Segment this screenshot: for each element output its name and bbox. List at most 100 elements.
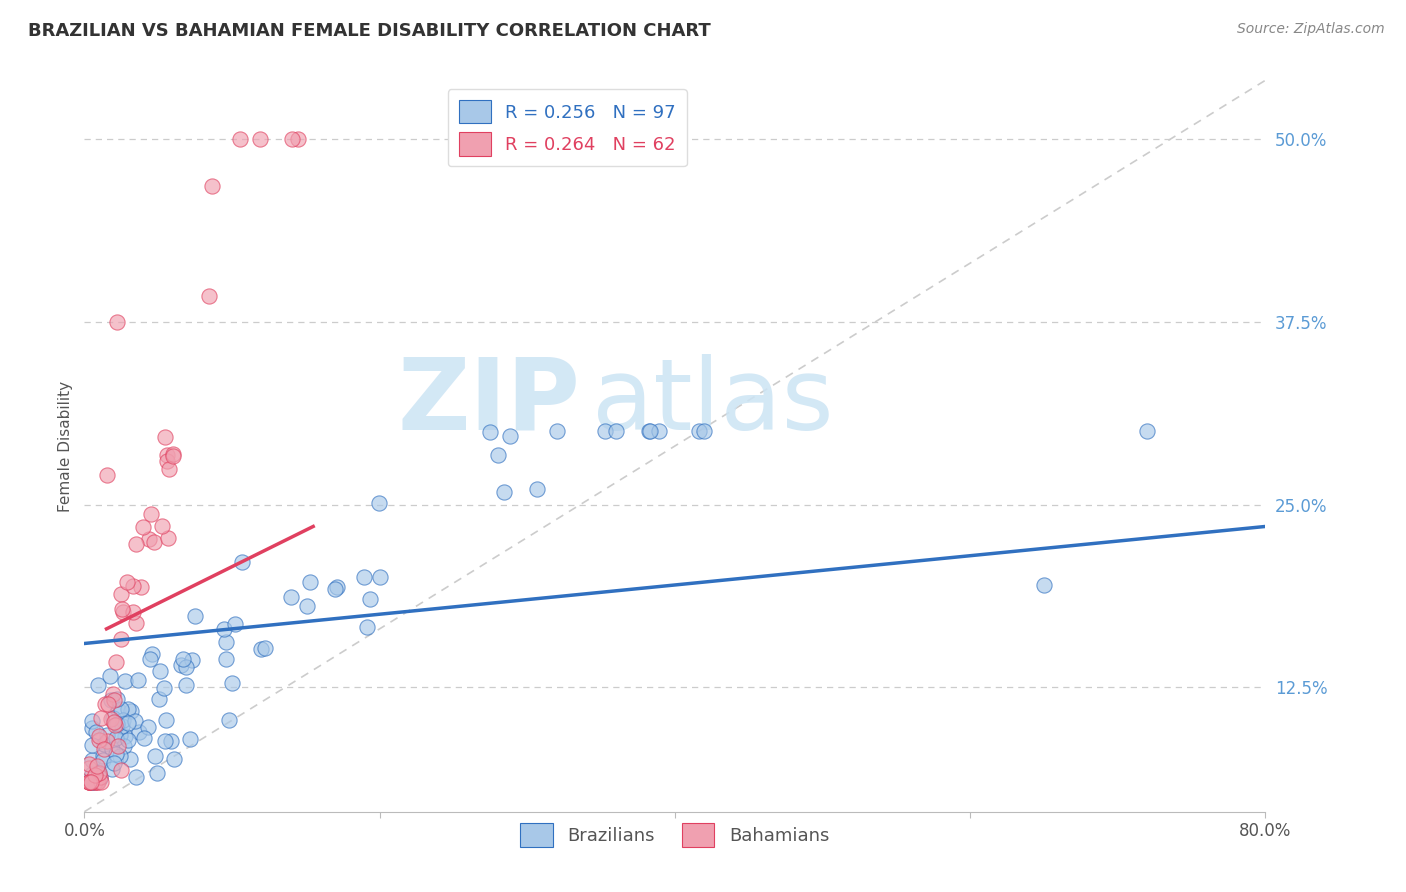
Point [132, 520, 155, 534]
Point [125, 537, 148, 551]
Point [80, 775, 103, 789]
Point [96, 728, 118, 742]
Point [89, 770, 111, 784]
Point [107, 739, 129, 753]
Point [169, 657, 191, 672]
Point [114, 729, 136, 743]
Point [229, 132, 252, 146]
Point [100, 712, 122, 726]
Point [96, 734, 118, 748]
Point [105, 692, 128, 706]
Point [101, 710, 124, 724]
Point [114, 674, 136, 689]
Point [138, 532, 160, 546]
Point [128, 724, 150, 739]
Point [107, 703, 129, 717]
Point [280, 132, 302, 146]
Point [1136, 425, 1159, 439]
Text: BRAZILIAN VS BAHAMIAN FEMALE DISABILITY CORRELATION CHART: BRAZILIAN VS BAHAMIAN FEMALE DISABILITY … [28, 22, 711, 40]
Point [605, 425, 627, 439]
Point [87, 765, 110, 780]
Point [132, 731, 155, 745]
Point [77, 775, 100, 789]
Point [499, 429, 522, 443]
Point [103, 693, 125, 707]
Point [90, 775, 112, 789]
Point [111, 602, 134, 616]
Point [100, 762, 122, 776]
Point [136, 720, 159, 734]
Point [150, 519, 173, 533]
Point [87, 732, 110, 747]
Point [326, 580, 349, 594]
Point [104, 731, 127, 746]
Text: atlas: atlas [592, 353, 834, 450]
Point [249, 132, 271, 146]
Point [93, 737, 115, 751]
Point [105, 717, 128, 731]
Point [111, 713, 134, 727]
Point [143, 749, 166, 764]
Point [159, 734, 181, 748]
Point [122, 605, 145, 619]
Point [110, 632, 132, 647]
Point [120, 704, 142, 718]
Point [215, 635, 238, 649]
Point [254, 640, 277, 655]
Point [201, 178, 224, 193]
Point [108, 749, 131, 764]
Point [87, 678, 110, 692]
Point [287, 132, 309, 146]
Point [162, 449, 184, 463]
Point [110, 764, 132, 778]
Point [174, 660, 197, 674]
Point [83, 775, 105, 789]
Point [90, 711, 112, 725]
Point [215, 652, 238, 666]
Point [546, 425, 568, 439]
Point [105, 315, 128, 329]
Point [117, 733, 139, 747]
Point [638, 425, 661, 439]
Point [153, 734, 176, 748]
Point [110, 718, 132, 732]
Point [115, 574, 138, 589]
Point [250, 641, 273, 656]
Point [129, 580, 152, 594]
Point [155, 713, 177, 727]
Point [112, 739, 135, 754]
Point [647, 425, 669, 439]
Point [105, 747, 128, 762]
Point [353, 569, 375, 583]
Point [149, 664, 172, 678]
Point [103, 756, 125, 770]
Point [100, 693, 122, 707]
Point [80, 721, 103, 735]
Point [80, 775, 103, 789]
Point [77, 761, 100, 775]
Point [640, 425, 662, 439]
Point [693, 425, 716, 439]
Point [80, 738, 103, 752]
Point [80, 767, 103, 781]
Point [368, 570, 391, 584]
Point [79, 775, 101, 789]
Point [77, 756, 100, 771]
Point [221, 675, 243, 690]
Point [93, 697, 115, 711]
Point [96, 468, 118, 483]
Point [172, 652, 194, 666]
Point [87, 729, 110, 743]
Point [688, 425, 710, 439]
Point [163, 752, 186, 766]
Point [141, 647, 163, 661]
Point [80, 753, 103, 767]
Point [118, 752, 141, 766]
Point [83, 768, 105, 782]
Point [101, 741, 124, 756]
Point [110, 587, 132, 601]
Point [110, 701, 132, 715]
Point [91, 748, 114, 763]
Point [280, 590, 302, 604]
Point [117, 716, 139, 731]
